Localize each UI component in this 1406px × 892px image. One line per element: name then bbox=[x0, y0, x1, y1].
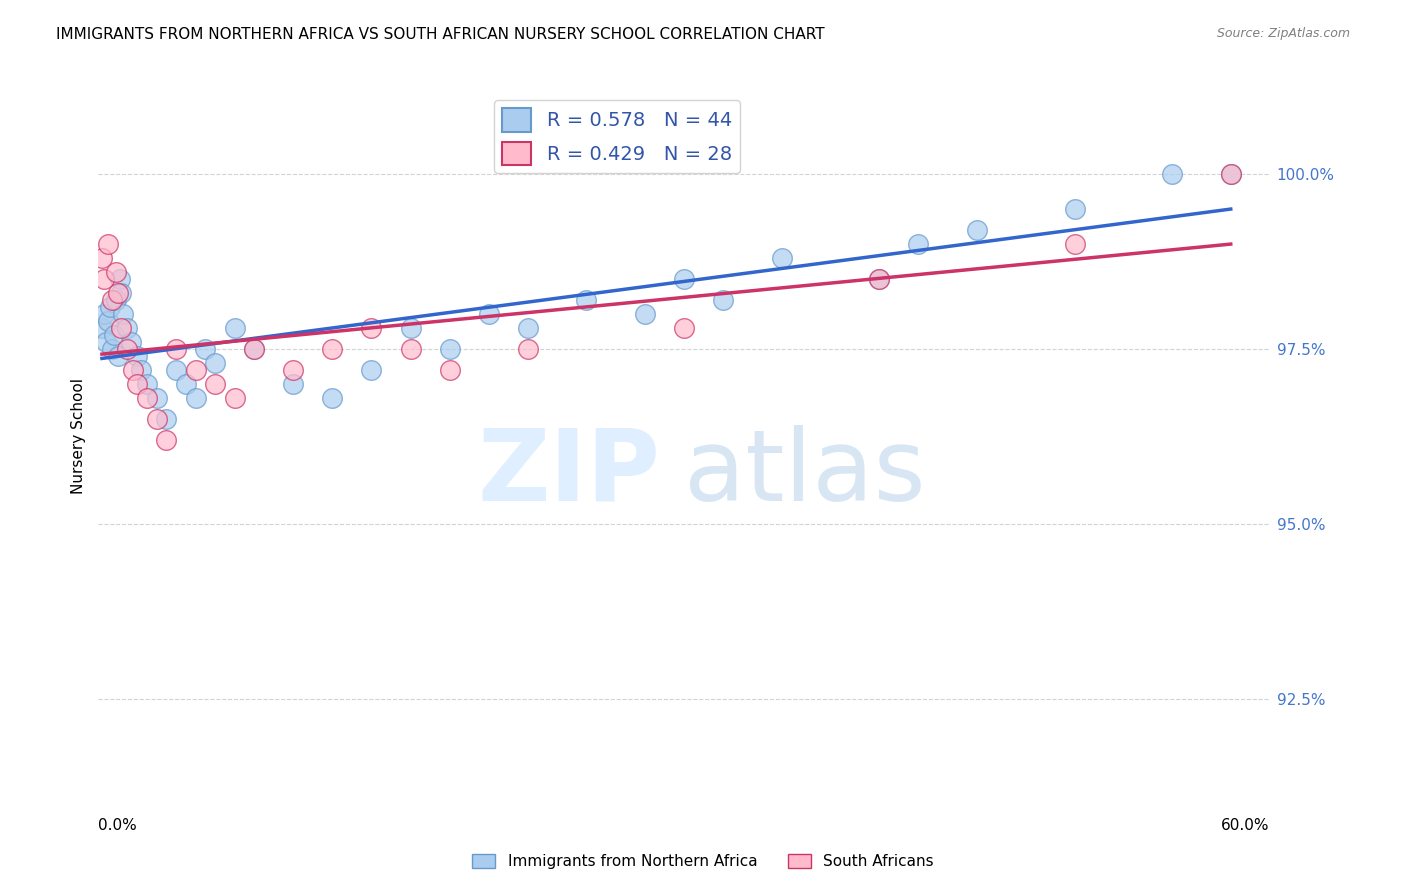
Point bbox=[204, 376, 226, 391]
Point bbox=[97, 236, 120, 251]
Point bbox=[672, 320, 695, 334]
Text: IMMIGRANTS FROM NORTHERN AFRICA VS SOUTH AFRICAN NURSERY SCHOOL CORRELATION CHAR: IMMIGRANTS FROM NORTHERN AFRICA VS SOUTH… bbox=[56, 27, 825, 42]
Point bbox=[91, 251, 114, 265]
Point bbox=[91, 320, 114, 334]
Point bbox=[107, 285, 129, 300]
Text: 60.0%: 60.0% bbox=[1222, 818, 1270, 833]
Point bbox=[672, 271, 695, 285]
Point bbox=[770, 251, 793, 265]
Point bbox=[1219, 167, 1241, 181]
Point bbox=[165, 363, 187, 377]
Point bbox=[1161, 167, 1184, 181]
Point bbox=[907, 236, 929, 251]
Point bbox=[243, 342, 266, 356]
Point bbox=[117, 320, 139, 334]
Point bbox=[93, 271, 115, 285]
Point bbox=[155, 433, 177, 447]
Point bbox=[360, 320, 382, 334]
Point bbox=[439, 342, 461, 356]
Point bbox=[94, 334, 117, 349]
Point bbox=[97, 314, 120, 328]
Point bbox=[100, 342, 122, 356]
Point bbox=[321, 342, 343, 356]
Text: Source: ZipAtlas.com: Source: ZipAtlas.com bbox=[1216, 27, 1350, 40]
Point bbox=[321, 391, 343, 405]
Point bbox=[174, 376, 197, 391]
Point bbox=[711, 293, 734, 307]
Point bbox=[112, 307, 135, 321]
Point bbox=[165, 342, 187, 356]
Point bbox=[117, 342, 139, 356]
Point bbox=[399, 342, 422, 356]
Point bbox=[243, 342, 266, 356]
Text: atlas: atlas bbox=[683, 425, 925, 522]
Point bbox=[135, 376, 157, 391]
Point bbox=[634, 307, 657, 321]
Point bbox=[283, 363, 305, 377]
Point bbox=[399, 320, 422, 334]
Y-axis label: Nursery School: Nursery School bbox=[72, 378, 86, 494]
Point bbox=[110, 320, 132, 334]
Point bbox=[107, 349, 129, 363]
Point bbox=[127, 376, 149, 391]
Point bbox=[966, 223, 988, 237]
Point bbox=[110, 285, 132, 300]
Text: ZIP: ZIP bbox=[478, 425, 661, 522]
Point bbox=[104, 293, 127, 307]
Point bbox=[283, 376, 305, 391]
Point bbox=[224, 320, 246, 334]
Point bbox=[100, 293, 122, 307]
Point bbox=[103, 327, 125, 342]
Point bbox=[98, 300, 121, 314]
Point bbox=[120, 334, 142, 349]
Point bbox=[204, 356, 226, 370]
Point bbox=[1063, 236, 1085, 251]
Point bbox=[516, 320, 538, 334]
Point bbox=[129, 363, 152, 377]
Point bbox=[122, 363, 145, 377]
Point bbox=[516, 342, 538, 356]
Point bbox=[135, 391, 157, 405]
Point bbox=[360, 363, 382, 377]
Point bbox=[184, 363, 207, 377]
Point bbox=[478, 307, 501, 321]
Point bbox=[194, 342, 217, 356]
Legend: R = 0.578   N = 44, R = 0.429   N = 28: R = 0.578 N = 44, R = 0.429 N = 28 bbox=[495, 100, 740, 173]
Point bbox=[1063, 202, 1085, 216]
Point bbox=[1219, 167, 1241, 181]
Point bbox=[184, 391, 207, 405]
Legend: Immigrants from Northern Africa, South Africans: Immigrants from Northern Africa, South A… bbox=[467, 848, 939, 875]
Point bbox=[93, 307, 115, 321]
Point bbox=[127, 349, 149, 363]
Point bbox=[104, 265, 127, 279]
Text: 0.0%: 0.0% bbox=[98, 818, 136, 833]
Point bbox=[145, 391, 167, 405]
Point bbox=[868, 271, 890, 285]
Point bbox=[224, 391, 246, 405]
Point bbox=[575, 293, 598, 307]
Point bbox=[108, 271, 131, 285]
Point bbox=[155, 412, 177, 426]
Point bbox=[145, 412, 167, 426]
Point bbox=[439, 363, 461, 377]
Point bbox=[868, 271, 890, 285]
